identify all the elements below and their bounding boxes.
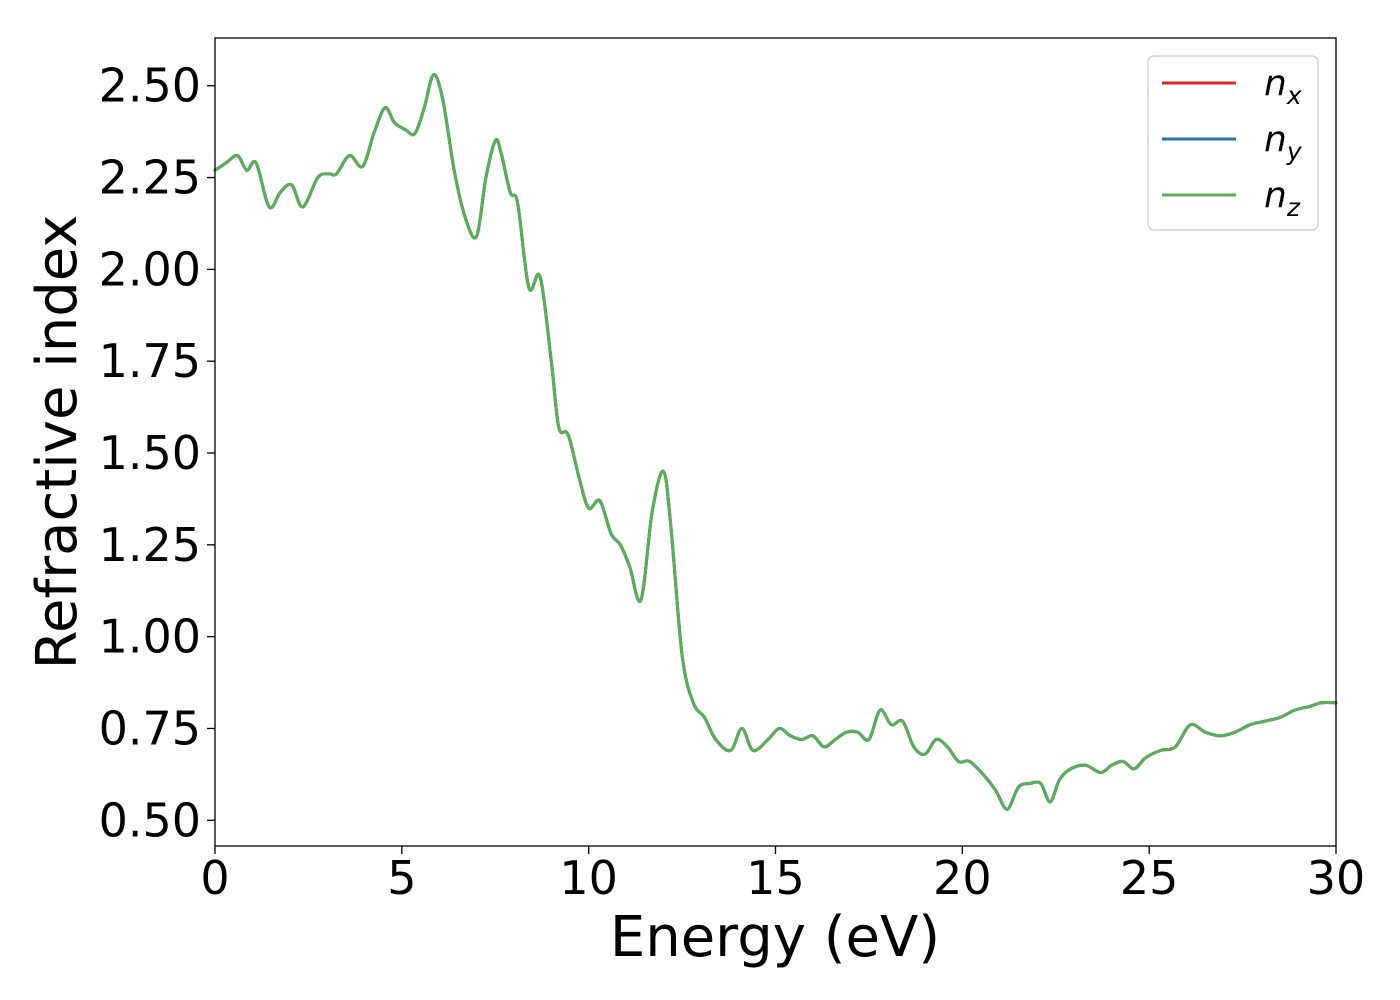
x-tick-label: 10 — [559, 851, 618, 905]
legend-label-subscript: x — [1286, 81, 1302, 110]
y-axis-label: Refractive index — [25, 215, 90, 670]
legend-label-subscript: z — [1286, 193, 1301, 222]
legend-frame — [1147, 55, 1319, 231]
x-tick-label: 30 — [1307, 851, 1366, 905]
legend-label-base: n — [1264, 63, 1287, 104]
x-axis-label: Energy (eV) — [610, 905, 940, 970]
legend-label-nx: nx — [1264, 63, 1302, 110]
legend-label-subscript: y — [1286, 137, 1303, 166]
x-tick-label: 25 — [1120, 851, 1179, 905]
y-tick-label: 2.00 — [99, 242, 201, 296]
y-tick-label: 1.75 — [99, 334, 201, 388]
series-line-nz — [213, 73, 1338, 811]
plot-lines — [213, 73, 1338, 811]
y-tick-label: 1.25 — [99, 518, 201, 572]
legend-label-base: n — [1264, 175, 1287, 216]
y-tick-label: 1.00 — [99, 610, 201, 664]
y-tick-label: 2.25 — [99, 151, 201, 205]
legend-label-nz: nz — [1264, 175, 1301, 222]
x-tick-label: 20 — [933, 851, 992, 905]
legend-label-ny: ny — [1264, 119, 1303, 166]
x-axis-ticks: 0 5 10 15 20 25 30 — [200, 846, 1365, 905]
x-tick-label: 0 — [200, 851, 229, 905]
legend-label-base: n — [1264, 119, 1287, 160]
x-tick-label: 15 — [746, 851, 805, 905]
y-tick-label: 0.50 — [99, 793, 201, 847]
y-tick-label: 1.50 — [99, 426, 201, 480]
y-tick-label: 0.75 — [99, 701, 201, 755]
y-tick-label: 2.50 — [99, 59, 201, 113]
y-axis-ticks: 0.50 0.75 1.00 1.25 1.50 1.75 2.00 2.25 2.50 — [99, 59, 215, 847]
x-tick-label: 5 — [387, 851, 416, 905]
